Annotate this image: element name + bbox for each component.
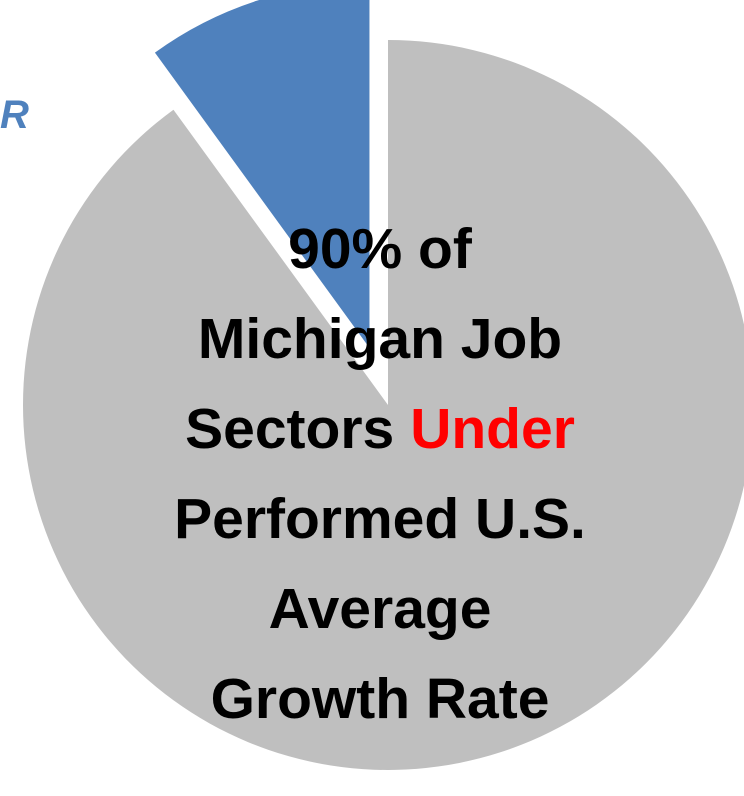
pie: [23, 0, 744, 770]
annotation-segment: Under: [410, 397, 575, 461]
annotation-line: Sectors Under: [185, 397, 575, 461]
annotation-segment: Growth Rate: [211, 667, 550, 731]
annotation-segment: Average: [269, 577, 492, 641]
annotation-segment: Michigan Job: [198, 307, 562, 371]
annotation-line: Growth Rate: [211, 667, 550, 731]
labels: R 90% of Michigan Job Sectors Under Performed…: [0, 93, 586, 731]
slice-label: R: [0, 93, 29, 137]
annotation-line: 90% of: [288, 217, 473, 281]
annotation-segment: 90% of: [288, 217, 473, 281]
pie-slice: [154, 0, 370, 348]
annotation-line: Michigan Job: [198, 307, 562, 371]
pie-slice: [23, 40, 744, 770]
annotation-line: Performed U.S.: [174, 487, 586, 551]
annotation-segment: Performed U.S.: [174, 487, 586, 551]
annotation-segment: Sectors: [185, 397, 394, 461]
annotation-line: Average: [269, 577, 492, 641]
